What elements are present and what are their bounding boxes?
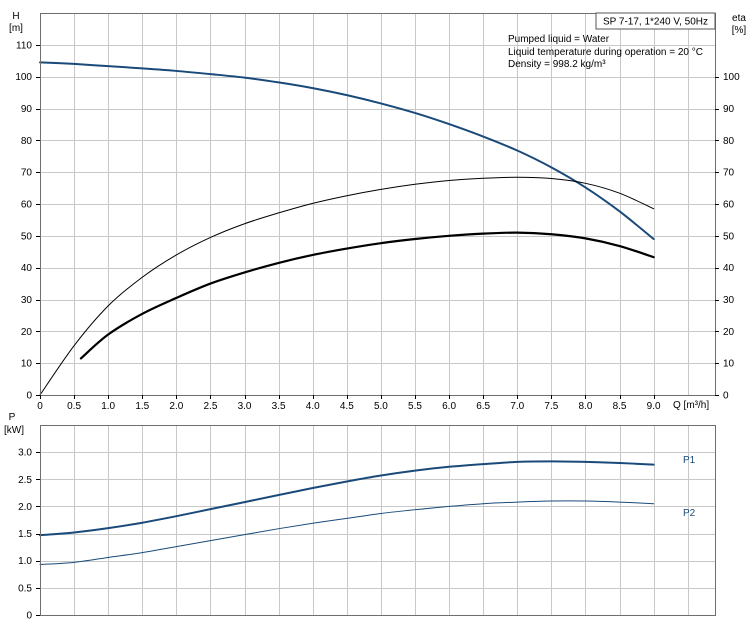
head-tick-label: 110 <box>16 40 32 51</box>
x-tick-label: 6.5 <box>476 401 490 412</box>
x-tick-label: 1.0 <box>101 401 115 412</box>
flow-axis-label: Q [m³/h] <box>673 400 709 411</box>
x-tick-label: 3.0 <box>238 401 252 412</box>
bottom-plot-frame <box>40 425 716 616</box>
head-tick-label: 50 <box>21 231 33 242</box>
efficiency-axis-unit: [%] <box>732 25 747 36</box>
head-tick-label: 40 <box>21 263 33 274</box>
power-axis-label: P <box>9 412 16 423</box>
power-tick-label: 2.0 <box>18 502 32 513</box>
x-tick-label: 1.5 <box>135 401 149 412</box>
total-efficiency-curve <box>79 231 655 360</box>
pump-title-box <box>595 12 716 30</box>
eta-tick-label: 20 <box>723 327 735 338</box>
eta-tick-label: 10 <box>723 359 735 370</box>
x-tick-label: 6.0 <box>442 401 456 412</box>
x-tick-label: 5.0 <box>374 401 388 412</box>
pump-title: SP 7-17, 1*240 V, 50Hz <box>603 17 708 28</box>
x-tick-label: 5.5 <box>408 401 422 412</box>
power-tick-label: 0.5 <box>18 583 32 594</box>
p2-power-curve <box>39 500 655 566</box>
eta-tick-label: 40 <box>723 263 735 274</box>
head-tick-label: 0 <box>26 391 32 402</box>
power-tick-label: 2.5 <box>18 475 32 486</box>
head-tick-label: 90 <box>21 104 33 115</box>
x-tick-label: 8.0 <box>579 401 593 412</box>
power-tick-label: 0 <box>26 611 32 622</box>
info-pumped-liquid: Pumped liquid = Water <box>508 34 610 45</box>
p1-power-curve <box>39 460 655 537</box>
head-tick-label: 100 <box>15 72 32 83</box>
x-tick-label: 2.0 <box>169 401 183 412</box>
power-tick-label: 1.0 <box>18 556 32 567</box>
p2-series-label: P2 <box>683 508 696 519</box>
eta-tick-label: 60 <box>723 200 735 211</box>
head-tick-label: 30 <box>21 295 33 306</box>
head-axis-label: H <box>12 11 19 22</box>
eta-tick-label: 70 <box>723 168 735 179</box>
head-tick-label: 70 <box>21 168 33 179</box>
eta-tick-label: 30 <box>723 295 735 306</box>
head-tick-label: 10 <box>21 359 33 370</box>
efficiency-curve <box>39 176 655 396</box>
curves-layer <box>39 61 655 566</box>
x-tick-label: 2.5 <box>204 401 218 412</box>
x-tick-label: 8.5 <box>613 401 627 412</box>
power-tick-label: 1.5 <box>18 529 32 540</box>
x-tick-label: 0.5 <box>67 401 81 412</box>
head-curve <box>39 61 655 241</box>
x-tick-label: 4.0 <box>306 401 320 412</box>
head-tick-label: 20 <box>21 327 33 338</box>
x-tick-label: 4.5 <box>340 401 354 412</box>
eta-tick-label: 0 <box>723 391 729 402</box>
eta-tick-label: 50 <box>723 231 735 242</box>
head-tick-label: 80 <box>21 136 33 147</box>
info-liquid-temperature: Liquid temperature during operation = 20… <box>508 47 703 58</box>
p1-series-label: P1 <box>683 455 696 466</box>
power-tick-label: 3.0 <box>18 448 32 459</box>
info-density: Density = 998.2 kg/m³ <box>508 59 606 70</box>
x-tick-label: 7.0 <box>510 401 524 412</box>
x-tick-label: 7.5 <box>544 401 558 412</box>
efficiency-axis-label: eta <box>732 13 746 24</box>
eta-tick-label: 80 <box>723 136 735 147</box>
power-axis-unit: [kW] <box>4 425 24 436</box>
ticks-layer: 0 0.5 1.0 1.5 2.0 2.5 3.0 3.5 4.0 4.5 5.0 5.5 6.0 6.5… <box>15 40 740 621</box>
head-tick-label: 60 <box>21 200 33 211</box>
x-tick-label: 9.0 <box>647 401 661 412</box>
head-axis-unit: [m] <box>9 23 23 34</box>
eta-tick-label: 100 <box>723 72 740 83</box>
x-tick-label: 3.5 <box>272 401 286 412</box>
eta-tick-label: 90 <box>723 104 735 115</box>
x-tick-label: 0 <box>37 401 43 412</box>
